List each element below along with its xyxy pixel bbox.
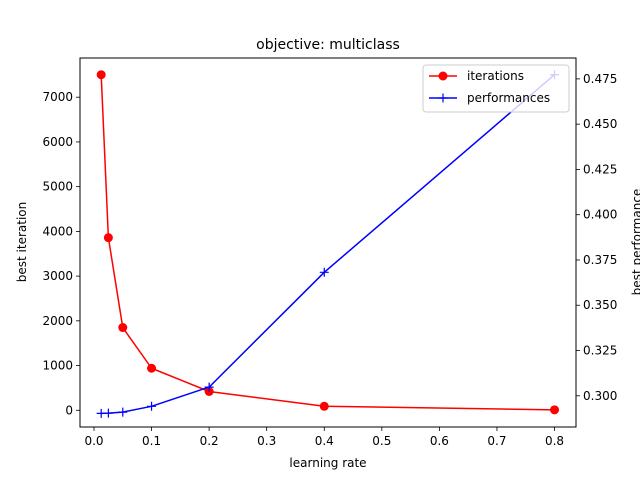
y2-axis-title: best performance bbox=[630, 189, 640, 296]
y-tick-label: 2000 bbox=[42, 314, 73, 328]
x-tick-label: 0.7 bbox=[487, 434, 506, 448]
series-line-iterations bbox=[100, 74, 555, 411]
y2-tick-label: 0.350 bbox=[583, 298, 617, 312]
x-tick-label: 0.2 bbox=[200, 434, 219, 448]
plot-frame bbox=[79, 57, 577, 428]
legend-label-iterations: iterations bbox=[467, 69, 524, 83]
legend-marker-iterations bbox=[438, 71, 448, 81]
y2-tick-label: 0.425 bbox=[583, 162, 617, 176]
performances-point bbox=[319, 267, 329, 277]
y2-tick-label: 0.450 bbox=[583, 117, 617, 131]
x-axis-title: learning rate bbox=[289, 456, 366, 470]
y-tick-label: 1000 bbox=[42, 359, 73, 373]
iterations-point bbox=[147, 363, 157, 373]
y-tick-label: 4000 bbox=[42, 224, 73, 238]
y-axis-title: best iteration bbox=[15, 202, 29, 282]
legend: iterations performances bbox=[422, 64, 570, 113]
axes-group: 0.0 0.1 0.2 0.3 0.4 0.5 0.6 0.7 0.8 0 1000 2000 3000… bbox=[42, 57, 617, 448]
iterations-point bbox=[118, 323, 128, 333]
y-tick-label: 6000 bbox=[42, 135, 73, 149]
y-tick-label: 5000 bbox=[42, 180, 73, 194]
y2-tick-label: 0.325 bbox=[583, 344, 617, 358]
y2-tick-label: 0.475 bbox=[583, 72, 617, 86]
performances-point bbox=[147, 401, 157, 411]
legend-marker-performances bbox=[438, 93, 448, 103]
performances-point bbox=[118, 407, 128, 417]
plot-marks bbox=[96, 70, 560, 418]
x-tick-label: 0.4 bbox=[315, 434, 334, 448]
iterations-point bbox=[550, 405, 560, 415]
y-tick-label: 3000 bbox=[42, 269, 73, 283]
x-tick-label: 0.6 bbox=[430, 434, 449, 448]
legend-box bbox=[422, 64, 570, 113]
chart-title: objective: multiclass bbox=[256, 37, 400, 53]
x-tick-label: 0.3 bbox=[257, 434, 276, 448]
x-tick-label: 0.8 bbox=[545, 434, 564, 448]
y2-tick-label: 0.375 bbox=[583, 253, 617, 267]
legend-label-performances: performances bbox=[467, 91, 550, 105]
x-tick-label: 0.5 bbox=[372, 434, 391, 448]
iterations-point bbox=[103, 233, 113, 243]
performances-point bbox=[204, 382, 214, 392]
x-tick-label: 0.1 bbox=[142, 434, 161, 448]
y-tick-label: 7000 bbox=[42, 90, 73, 104]
iterations-point bbox=[96, 70, 106, 80]
x-tick-label: 0.0 bbox=[84, 434, 103, 448]
series-line-performances bbox=[101, 74, 556, 415]
iterations-point bbox=[319, 401, 329, 411]
y2-tick-label: 0.300 bbox=[583, 389, 617, 403]
y-tick-label: 0 bbox=[65, 403, 73, 417]
performances-point bbox=[103, 408, 113, 418]
y2-tick-label: 0.400 bbox=[583, 208, 617, 222]
